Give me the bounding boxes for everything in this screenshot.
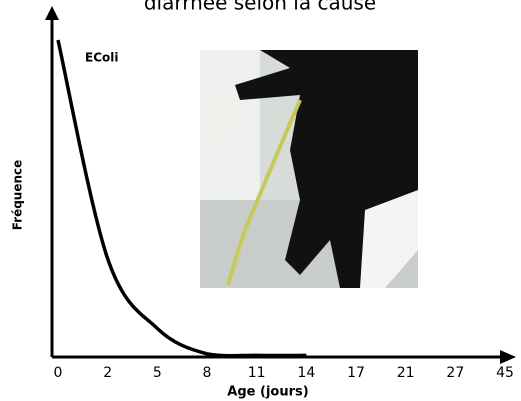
y-axis-label: Fréquence: [11, 160, 25, 231]
x-tick-label: 21: [397, 365, 415, 381]
x-tick-label: 17: [347, 365, 365, 381]
x-tick-label: 11: [248, 365, 266, 381]
x-tick-label: 45: [496, 365, 514, 381]
x-tick-label: 5: [153, 365, 162, 381]
page: {"chart_data": {"type": "line", "title":…: [0, 0, 521, 401]
photo: [200, 50, 418, 288]
chart: diarrhée selon la cause Fréquence Age (j…: [0, 0, 521, 401]
x-axis-label: Age (jours): [227, 385, 308, 400]
x-tick-label: 2: [103, 365, 112, 381]
x-axis-arrow: [500, 350, 516, 364]
x-tick-label: 27: [446, 365, 464, 381]
x-tick-label: 8: [203, 365, 212, 381]
y-axis-arrow: [45, 6, 59, 20]
series-label: EColi: [85, 51, 118, 65]
x-tick-label: 14: [297, 365, 315, 381]
chart-title: diarrhée selon la cause: [144, 0, 376, 15]
x-tick-label: 0: [54, 365, 63, 381]
